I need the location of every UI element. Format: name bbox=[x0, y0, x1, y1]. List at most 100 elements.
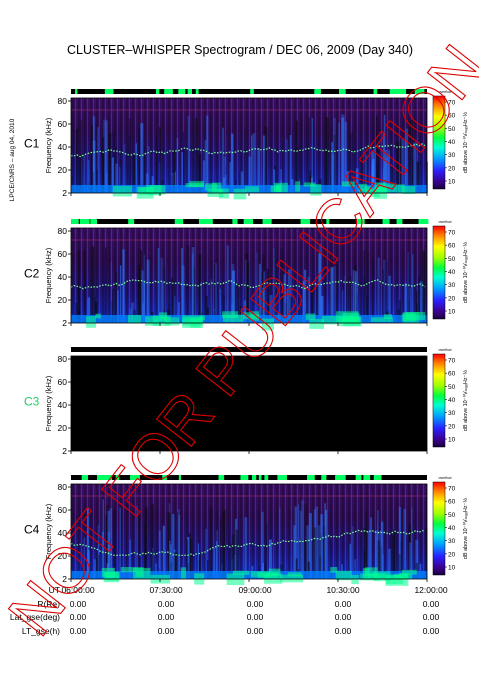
spectrogram-streak bbox=[162, 525, 165, 579]
spectrogram-streak bbox=[401, 139, 404, 193]
spectrogram-streak bbox=[371, 171, 374, 193]
colorbar bbox=[432, 95, 446, 190]
spectrogram-streak bbox=[159, 127, 161, 193]
plasma-frequency-trace bbox=[70, 278, 426, 290]
spectrogram-streak bbox=[171, 172, 174, 193]
status-mark bbox=[178, 475, 181, 480]
low-frequency-patch bbox=[250, 314, 260, 319]
spectrogram-streak bbox=[71, 175, 74, 193]
spectrogram-streak bbox=[133, 154, 136, 193]
spectrogram-streak bbox=[214, 264, 216, 323]
spectrogram-streak bbox=[354, 271, 358, 323]
y-tick-label: 60 bbox=[58, 119, 68, 129]
colorbar-tick-label: 20 bbox=[448, 295, 456, 302]
low-frequency-patch bbox=[336, 311, 359, 322]
spectrogram-streak bbox=[409, 542, 412, 579]
low-frequency-patch bbox=[351, 574, 359, 585]
colorbar-tick-label: 40 bbox=[448, 525, 456, 532]
spectrogram-streak bbox=[113, 509, 116, 579]
spectrogram-streak bbox=[238, 171, 241, 193]
spectrogram-streak bbox=[120, 265, 122, 323]
spectrogram-streak bbox=[315, 506, 318, 579]
spectrogram-streak bbox=[354, 281, 357, 323]
low-frequency-patch bbox=[112, 185, 132, 197]
spectrogram-streak bbox=[181, 151, 184, 193]
spectrogram-streak bbox=[210, 508, 213, 579]
spectrogram-streak bbox=[344, 276, 346, 323]
spectrogram-streak bbox=[87, 507, 89, 579]
colorbar-tick-label: 60 bbox=[448, 243, 456, 250]
spectrogram-streak bbox=[382, 554, 384, 579]
status-mark bbox=[164, 89, 168, 94]
low-frequency-patch bbox=[371, 317, 393, 322]
colorbar bbox=[432, 353, 446, 448]
spectrogram-streak bbox=[151, 176, 154, 193]
spacecraft-label: C4 bbox=[24, 523, 40, 537]
spectrogram-streak bbox=[191, 253, 194, 323]
spectrogram-streak bbox=[307, 285, 310, 323]
panel-c3: 2 20 40 60 80 Frequency (kHz) C3 overflow 10 20 30… bbox=[24, 347, 469, 456]
footer-cell: 09:00:00 bbox=[238, 585, 271, 595]
footer-cell: 0.00 bbox=[335, 626, 352, 636]
status-mark bbox=[128, 219, 135, 224]
spectrogram-streak bbox=[307, 276, 310, 323]
spectrogram-streak bbox=[380, 521, 384, 579]
footer-cell: 0.00 bbox=[158, 612, 175, 622]
spectrogram-streak bbox=[375, 535, 377, 579]
status-mark bbox=[75, 89, 78, 94]
spectrogram-streak bbox=[92, 171, 95, 193]
colorbar-tick-label: 70 bbox=[448, 100, 456, 107]
spectrogram-streak bbox=[162, 266, 166, 323]
spectrogram-streak bbox=[186, 539, 189, 579]
spectrogram-streak bbox=[206, 115, 209, 193]
status-strip bbox=[71, 475, 427, 480]
status-mark bbox=[258, 475, 262, 480]
spectrogram-streak bbox=[206, 560, 209, 579]
spectrogram-streak bbox=[351, 132, 354, 193]
low-frequency-patch bbox=[132, 567, 151, 580]
spectrogram-streak bbox=[375, 530, 379, 579]
colorbar-tick-label: 70 bbox=[448, 230, 456, 237]
spectrogram-streak bbox=[300, 114, 303, 193]
y-axis-label: Frequency (kHz) bbox=[44, 247, 53, 303]
low-frequency-patch bbox=[243, 312, 251, 320]
status-mark bbox=[232, 219, 238, 224]
spectrogram-streak bbox=[399, 541, 403, 579]
spectrogram-streak bbox=[108, 543, 112, 579]
status-mark bbox=[198, 219, 209, 224]
spectrogram-streak bbox=[422, 250, 426, 323]
footer-row-label: LT_gse(h) bbox=[22, 626, 60, 636]
spectrogram-streak bbox=[160, 257, 164, 323]
spectrogram-streak bbox=[257, 148, 261, 193]
spectrogram-streak bbox=[222, 294, 225, 323]
spectrogram-streak bbox=[419, 281, 423, 323]
low-frequency-patch bbox=[180, 567, 187, 579]
spectrogram-streak bbox=[110, 261, 112, 323]
spectrogram-streak bbox=[398, 553, 401, 579]
status-mark bbox=[335, 475, 346, 480]
spectrogram-streak bbox=[157, 248, 160, 323]
spectrogram-streak bbox=[91, 124, 93, 193]
footer-row-label: UT bbox=[49, 585, 60, 595]
y-axis-label: Frequency (kHz) bbox=[44, 117, 53, 173]
spectrogram-streak bbox=[194, 117, 198, 193]
y-axis-label: Frequency (kHz) bbox=[44, 375, 53, 431]
status-mark bbox=[339, 89, 346, 94]
spectrogram-streak bbox=[274, 166, 277, 193]
low-frequency-patch bbox=[358, 183, 368, 191]
spectrogram-streak bbox=[280, 169, 282, 193]
footer-cell: 12:00:00 bbox=[414, 585, 447, 595]
spectrogram-streak bbox=[187, 245, 190, 323]
spectrogram-streak bbox=[308, 117, 310, 193]
low-frequency-patch bbox=[199, 315, 205, 321]
status-mark bbox=[321, 475, 327, 480]
status-mark bbox=[341, 475, 346, 480]
low-frequency-patch bbox=[341, 181, 355, 187]
spectrogram-streak bbox=[383, 114, 386, 193]
spectrogram-streak bbox=[129, 118, 131, 193]
low-frequency-patch bbox=[95, 313, 101, 319]
spectrogram-streak bbox=[371, 150, 374, 193]
spectrogram-streak bbox=[83, 537, 86, 579]
spectrogram-streak bbox=[219, 288, 221, 323]
low-frequency-patch bbox=[182, 315, 203, 326]
